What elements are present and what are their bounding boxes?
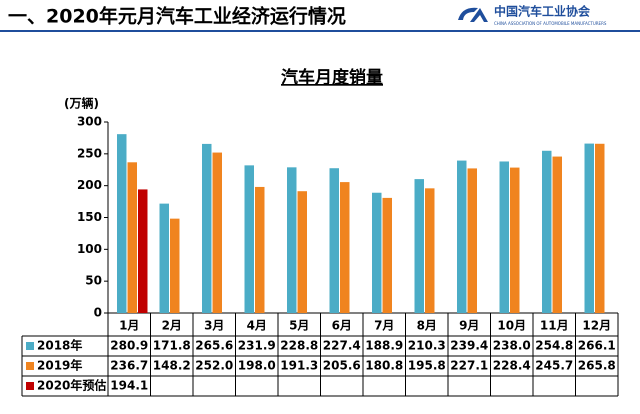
- table-value: 171.8: [153, 339, 191, 353]
- table-value: 280.9: [110, 339, 148, 353]
- bar: [542, 150, 552, 313]
- chart-title: 汽车月度销量: [281, 67, 383, 88]
- table-value: 265.8: [578, 359, 616, 373]
- y-axis-label: (万辆): [64, 96, 99, 111]
- table-value: 148.2: [153, 359, 191, 373]
- bar: [457, 160, 467, 313]
- logo-text: 中国汽车工业协会: [494, 4, 591, 19]
- table-value: 254.8: [535, 339, 573, 353]
- x-tick-label: 2月: [162, 319, 182, 333]
- bar: [287, 167, 297, 313]
- bar: [467, 168, 477, 313]
- x-tick-label: 10月: [497, 319, 526, 333]
- bar: [255, 186, 265, 313]
- bar: [425, 188, 435, 313]
- table-value: 245.7: [535, 359, 573, 373]
- bar: [595, 143, 605, 313]
- x-tick-label: 9月: [459, 319, 479, 333]
- table-value: 227.1: [450, 359, 488, 373]
- y-tick-label: 50: [85, 274, 102, 288]
- table-value: 228.8: [280, 339, 318, 353]
- bar: [414, 179, 424, 313]
- x-tick-label: 1月: [119, 319, 139, 333]
- table-value: 231.9: [238, 339, 276, 353]
- y-tick-label: 0: [94, 306, 102, 320]
- legend-label: 2020年预估: [37, 378, 106, 393]
- bar: [202, 143, 212, 313]
- legend-label: 2018年: [37, 338, 82, 353]
- table-value: 236.7: [110, 359, 148, 373]
- table-value: 188.9: [365, 339, 403, 353]
- legend-swatch: [26, 362, 34, 370]
- legend-swatch: [26, 382, 34, 390]
- x-tick-label: 11月: [540, 319, 569, 333]
- table-value: 238.0: [493, 339, 531, 353]
- slide-title: 一、2020年元月汽车工业经济运行情况: [8, 5, 346, 28]
- x-tick-label: 8月: [417, 319, 437, 333]
- x-tick-label: 7月: [374, 319, 394, 333]
- table-value: 227.4: [323, 339, 361, 353]
- bar: [117, 134, 127, 313]
- bar: [340, 182, 350, 313]
- logo-subtext: CHINA ASSOCIATION OF AUTOMOBILE MANUFACT…: [494, 21, 607, 26]
- bar: [584, 143, 594, 313]
- x-tick-label: 3月: [204, 319, 224, 333]
- bar: [138, 189, 148, 313]
- x-tick-label: 12月: [582, 319, 611, 333]
- bar: [244, 165, 254, 313]
- x-tick-label: 6月: [332, 319, 352, 333]
- y-tick-label: 250: [77, 146, 102, 160]
- bar: [552, 156, 562, 313]
- table-value: 194.1: [110, 379, 148, 393]
- table-value: 198.0: [238, 359, 276, 373]
- bar: [329, 168, 339, 313]
- y-tick-label: 100: [77, 242, 102, 256]
- bar: [499, 161, 509, 313]
- y-tick-label: 300: [77, 115, 102, 129]
- table-value: 265.6: [195, 339, 233, 353]
- table-value: 191.3: [280, 359, 318, 373]
- bar: [212, 152, 222, 313]
- bar: [127, 162, 137, 313]
- table-value: 252.0: [195, 359, 233, 373]
- x-tick-label: 4月: [247, 319, 267, 333]
- table-value: 239.4: [450, 339, 488, 353]
- table-value: 180.8: [365, 359, 403, 373]
- table-value: 205.6: [323, 359, 361, 373]
- table-value: 210.3: [408, 339, 446, 353]
- logo-icon: [458, 7, 488, 22]
- y-tick-label: 150: [77, 210, 102, 224]
- x-tick-label: 5月: [289, 319, 309, 333]
- table-value: 266.1: [578, 339, 616, 353]
- bar: [170, 218, 180, 313]
- bar: [510, 167, 520, 313]
- legend-label: 2019年: [37, 358, 82, 373]
- bar: [159, 203, 169, 313]
- legend-swatch: [26, 342, 34, 350]
- table-value: 195.8: [408, 359, 446, 373]
- table-value: 228.4: [493, 359, 531, 373]
- bar: [297, 191, 307, 313]
- y-tick-label: 200: [77, 178, 102, 192]
- bar: [372, 192, 382, 313]
- bar: [382, 197, 392, 313]
